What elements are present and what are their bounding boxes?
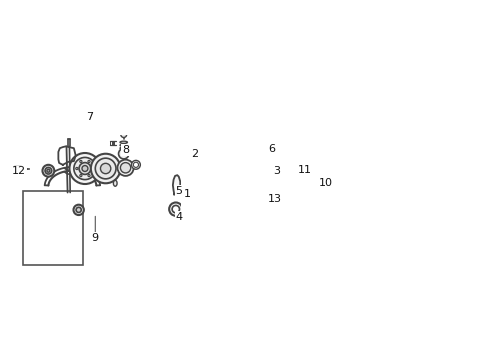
Circle shape (100, 163, 111, 174)
Ellipse shape (120, 144, 127, 147)
Circle shape (250, 150, 254, 154)
Circle shape (118, 149, 129, 159)
Circle shape (120, 163, 130, 173)
Text: 5: 5 (175, 186, 182, 196)
Circle shape (280, 171, 288, 180)
Circle shape (92, 167, 94, 170)
Circle shape (74, 157, 96, 180)
Circle shape (80, 160, 82, 163)
Circle shape (76, 167, 78, 170)
Text: 4: 4 (175, 212, 182, 221)
Circle shape (188, 184, 191, 186)
Circle shape (320, 183, 327, 191)
Circle shape (322, 185, 325, 189)
Text: 7: 7 (86, 112, 93, 122)
Circle shape (172, 206, 179, 213)
Text: 11: 11 (298, 165, 311, 175)
Text: 2: 2 (191, 149, 198, 159)
Circle shape (192, 151, 203, 162)
Circle shape (282, 173, 286, 177)
Ellipse shape (120, 147, 127, 149)
Circle shape (184, 179, 196, 191)
Circle shape (133, 162, 138, 167)
Circle shape (121, 131, 126, 138)
Circle shape (76, 207, 81, 212)
Circle shape (264, 163, 275, 173)
Circle shape (91, 154, 120, 183)
Circle shape (94, 166, 98, 170)
Circle shape (88, 160, 90, 163)
Circle shape (317, 180, 330, 194)
Text: 10: 10 (318, 178, 332, 188)
Text: 6: 6 (268, 144, 275, 154)
Circle shape (42, 165, 54, 177)
Text: 12: 12 (12, 166, 26, 176)
Circle shape (92, 164, 100, 172)
Text: 9: 9 (92, 233, 99, 243)
Polygon shape (188, 154, 269, 190)
Circle shape (79, 163, 91, 174)
Circle shape (95, 157, 98, 159)
Circle shape (195, 154, 201, 159)
Circle shape (47, 169, 50, 172)
Circle shape (186, 182, 193, 188)
Circle shape (95, 158, 116, 179)
Circle shape (88, 175, 90, 177)
Text: 1: 1 (184, 189, 191, 199)
Ellipse shape (120, 141, 127, 143)
Circle shape (169, 202, 182, 216)
Text: 8: 8 (122, 145, 129, 155)
Polygon shape (172, 175, 180, 194)
Circle shape (267, 165, 272, 170)
Circle shape (73, 205, 83, 215)
Text: 13: 13 (267, 194, 281, 204)
Circle shape (45, 167, 52, 174)
Text: 3: 3 (273, 166, 280, 176)
Circle shape (82, 166, 88, 171)
Ellipse shape (113, 180, 117, 186)
Circle shape (131, 161, 140, 169)
Circle shape (117, 159, 133, 176)
Circle shape (80, 175, 82, 177)
Bar (23, 191, 82, 265)
Circle shape (69, 153, 100, 184)
Circle shape (263, 149, 266, 153)
